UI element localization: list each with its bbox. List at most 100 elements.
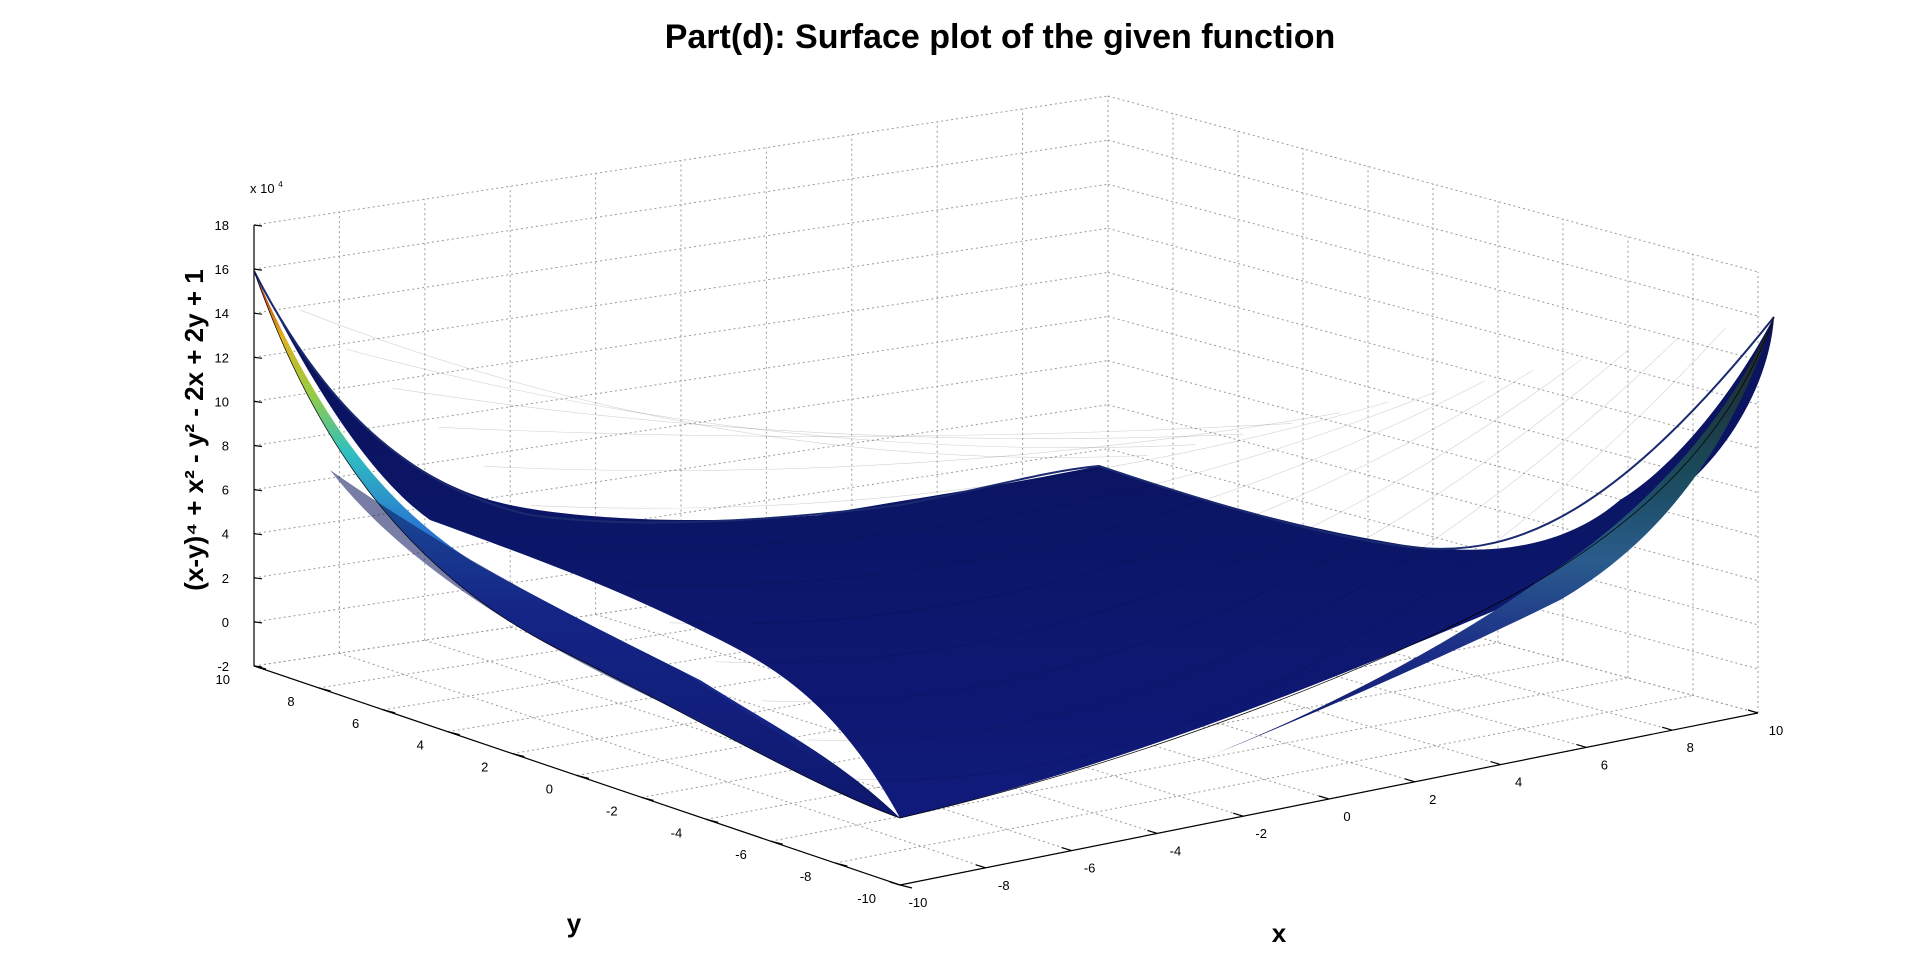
x-tick-label: -2 (1255, 826, 1267, 841)
z-multiplier-label: x 10 4 (250, 180, 283, 196)
surface-mesh-line (761, 348, 1630, 703)
x-tick-mark (1576, 743, 1587, 748)
grid-line-x (595, 613, 1244, 817)
surface-mesh-line (576, 391, 1437, 547)
x-tick-mark (1147, 829, 1158, 834)
x-axis-label: x (1272, 918, 1287, 948)
grid-line-z (1107, 227, 1759, 405)
z-multiplier-exponent: 4 (278, 180, 283, 189)
grid-line-z (253, 316, 1109, 446)
y-tick-mark (318, 687, 331, 692)
y-tick-mark (512, 753, 525, 758)
grid-line-x (510, 626, 1158, 834)
z-tick-label: 18 (215, 218, 229, 233)
z-tick-mark (253, 444, 263, 448)
surface (253, 270, 1775, 819)
y-axis-label: y (567, 908, 582, 938)
surface-mesh-line (392, 387, 1244, 440)
y-tick-label: 10 (216, 672, 230, 687)
grid-lines (253, 95, 1759, 886)
y-tick-label: 8 (287, 694, 294, 709)
surface-mesh-line (438, 423, 1292, 437)
grid-line-z (253, 271, 1109, 402)
x-tick-label: -10 (909, 895, 928, 910)
y-tick-mark (447, 731, 460, 736)
y-tick-mark (641, 796, 654, 801)
axis-lines (253, 224, 1759, 889)
x-tick-label: 6 (1601, 757, 1608, 772)
surface-mesh-line (530, 401, 1389, 509)
z-axis-label: (x-y)⁴ + x² - y² - 2x + 2y + 1 (179, 269, 209, 590)
x-tick-mark (1662, 726, 1673, 731)
surface-mesh-line (484, 412, 1341, 471)
surface-mesh-line (807, 338, 1678, 741)
z-tick-label: 6 (222, 483, 229, 498)
z-tick-label: 0 (222, 615, 229, 630)
z-tick-label: 12 (215, 350, 229, 365)
surface-mesh-line (346, 348, 1196, 448)
x-tick-mark (1318, 795, 1330, 800)
surface-mesh-line (715, 359, 1582, 664)
z-tick-mark (253, 224, 263, 227)
x-tick-label: 8 (1687, 740, 1694, 755)
z-tick-mark (253, 268, 263, 271)
y-tick-mark (770, 840, 783, 845)
y-tick-mark (899, 884, 913, 889)
z-tick-label: 4 (222, 527, 229, 542)
z-tick-label: 14 (215, 306, 229, 321)
z-tick-mark (253, 400, 263, 403)
z-tick-mark (253, 489, 263, 492)
y-tick-label: -10 (857, 891, 876, 906)
grid-line-z (253, 227, 1109, 358)
y-tick-label: 0 (546, 782, 553, 797)
grid-line-z (1107, 139, 1759, 317)
chart-title: Part(d): Surface plot of the given funct… (665, 18, 1336, 56)
grid-line-z (1107, 404, 1759, 582)
grid-line-z (1107, 271, 1759, 449)
y-tick-mark (253, 665, 267, 670)
x-tick-label: 2 (1429, 792, 1436, 807)
y-tick-label: 6 (352, 716, 359, 731)
grid-line-z (253, 95, 1109, 226)
surface-mesh-line (300, 309, 1148, 458)
y-tick-mark (576, 774, 590, 780)
x-tick-label: 0 (1343, 809, 1350, 824)
grid-line-x (1022, 549, 1673, 731)
y-tick-label: -6 (735, 847, 747, 862)
y-tick-label: 4 (417, 738, 424, 753)
z-tick-label: 10 (215, 394, 229, 409)
x-tick-mark (1747, 709, 1759, 714)
surface-mesh-line (623, 380, 1485, 586)
x-tick-mark (1404, 778, 1415, 783)
z-tick-mark (253, 577, 263, 580)
z-tick-label: 2 (222, 571, 229, 586)
grid-line-z (253, 183, 1109, 314)
z-tick-label: 16 (215, 262, 229, 277)
x-tick-mark (1061, 847, 1072, 852)
x-tick-label: -4 (1170, 843, 1182, 858)
grid-line-x (339, 652, 986, 869)
grid-line-z (1107, 183, 1759, 361)
y-tick-label: -2 (606, 803, 618, 818)
grid-line-z (1107, 316, 1759, 493)
grid-line-z (1107, 95, 1759, 273)
surface-edge-left (253, 270, 901, 819)
surface-mesh (300, 309, 1727, 780)
z-tick-label: -2 (217, 659, 229, 674)
y-tick-label: -8 (800, 869, 812, 884)
z-tick-label: 8 (222, 439, 229, 454)
y-tick-label: 2 (481, 760, 488, 775)
surface-mesh-line (853, 327, 1727, 780)
grid-line-z (253, 360, 1109, 491)
x-tick-label: 4 (1515, 775, 1522, 790)
tick-labels: -2 0 2 4 6 8 10 12 14 16 18 -10 -8 -6 -4 -2 0 2 4 6 8 10 -10 -8… (215, 218, 1784, 910)
x-tick-mark (975, 864, 986, 869)
x-tick-label: 10 (1769, 723, 1783, 738)
grid-line-z (253, 139, 1109, 270)
grid-line-z (253, 404, 1109, 535)
surface-body (254, 271, 1774, 818)
x-tick-mark (1490, 761, 1501, 766)
x-tick-label: -6 (1084, 861, 1096, 876)
grid-line-y (835, 694, 1694, 864)
